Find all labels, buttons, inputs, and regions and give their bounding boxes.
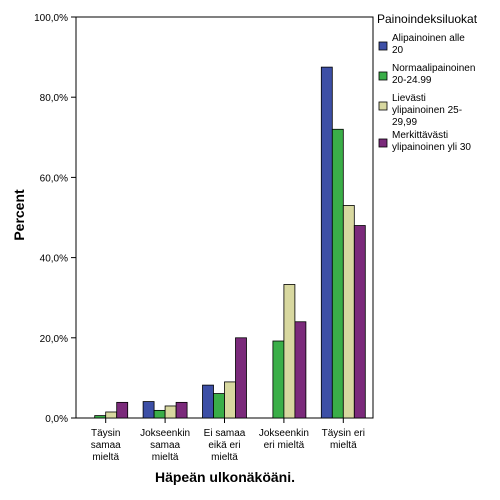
y-tick-label: 60,0% (40, 173, 68, 184)
legend-label: Lievästi ylipainoinen 25-29,99 (392, 93, 462, 128)
legend-item: Lievästi ylipainoinen 25-29,99 (378, 93, 462, 128)
legend-swatch (378, 71, 388, 81)
bar (164, 405, 177, 419)
y-tick-label: 20,0% (40, 334, 68, 345)
y-tick-label: 0,0% (45, 414, 68, 425)
bar (142, 401, 155, 419)
y-tick-label: 80,0% (40, 93, 68, 104)
bar (353, 225, 366, 419)
legend-label: Alipainoinen alle 20 (392, 33, 465, 56)
x-axis-title: Häpeän ulkonäköäni. (155, 469, 295, 485)
bar (224, 381, 236, 419)
bar (116, 401, 129, 419)
bar (213, 393, 225, 419)
bar (320, 66, 333, 419)
bar (331, 128, 344, 419)
legend-swatch (378, 101, 388, 111)
legend-swatch (378, 138, 388, 148)
legend-item: Alipainoinen alle 20 (378, 33, 465, 56)
y-axis-title: Percent (11, 189, 27, 241)
legend-swatch (378, 41, 388, 51)
bar (153, 409, 166, 419)
legend: Painoindeksiluokat Alipainoinen alle 20 Nor… (377, 12, 478, 153)
legend-label: Normaalipainoinen 20-24.99 (392, 63, 475, 86)
bar (175, 401, 188, 419)
bar (294, 321, 307, 419)
bar (272, 340, 285, 419)
y-axis: 0,0% 20,0% 40,0% 60,0% 80,0% 100,0% (34, 13, 76, 425)
x-tick-label: Jokseenkin eri mieltä (259, 428, 309, 451)
y-tick-label: 100,0% (34, 13, 68, 24)
bar (202, 384, 214, 419)
bar (235, 337, 247, 419)
x-tick-label: Jokseenkin samaa mieltä (140, 428, 190, 463)
bar (283, 284, 296, 419)
x-tick-label: Täysin samaa mieltä (91, 428, 121, 463)
x-axis: Täysin samaa mieltä Jokseenkin samaa mieltä Ei… (91, 418, 365, 463)
legend-item: Merkittävästi ylipainoinen yli 30 (378, 130, 471, 153)
bar (342, 205, 355, 419)
legend-item: Normaalipainoinen 20-24.99 (378, 63, 475, 86)
legend-label: Merkittävästi ylipainoinen yli 30 (392, 130, 471, 153)
bar (105, 411, 118, 419)
plot-area (75, 16, 374, 419)
y-tick-label: 40,0% (40, 254, 68, 265)
x-tick-label: Ei samaa eikä eri mieltä (204, 428, 246, 463)
legend-title: Painoindeksiluokat (377, 12, 478, 26)
x-tick-label: Täysin eri mieltä (322, 428, 365, 451)
bar (94, 415, 107, 419)
